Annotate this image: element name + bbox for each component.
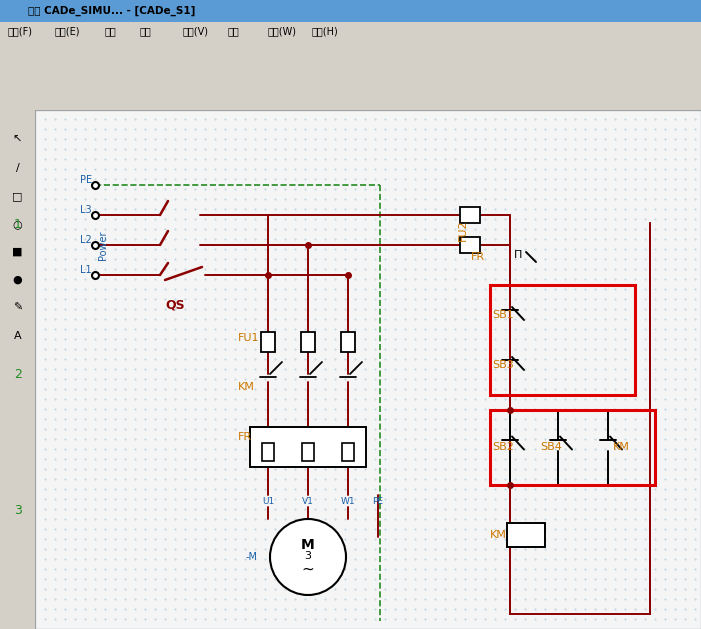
Text: PE: PE xyxy=(80,175,92,185)
Text: FU2: FU2 xyxy=(458,219,468,241)
Text: 帮助(H): 帮助(H) xyxy=(312,26,339,36)
Bar xyxy=(341,332,355,352)
Text: M: M xyxy=(301,538,315,552)
Bar xyxy=(0,40,701,66)
Circle shape xyxy=(270,519,346,595)
Text: KM: KM xyxy=(490,530,507,540)
Text: SB4: SB4 xyxy=(540,442,562,452)
Text: KM: KM xyxy=(238,382,255,392)
Text: 3: 3 xyxy=(304,551,311,561)
Bar xyxy=(35,110,701,629)
Text: 文件(F): 文件(F) xyxy=(8,26,33,36)
Text: V1: V1 xyxy=(302,497,314,506)
Text: A: A xyxy=(14,331,21,341)
Bar xyxy=(261,332,275,352)
Text: 绘图: 绘图 xyxy=(105,26,117,36)
Bar xyxy=(0,0,701,22)
Text: 查看(V): 查看(V) xyxy=(183,26,209,36)
Text: U1: U1 xyxy=(262,497,274,506)
Bar xyxy=(0,110,35,629)
Text: FR: FR xyxy=(471,252,485,262)
Bar xyxy=(490,410,655,485)
Bar xyxy=(460,237,480,253)
Text: 窗口(W): 窗口(W) xyxy=(268,26,297,36)
Text: FU1: FU1 xyxy=(238,333,259,343)
Bar xyxy=(0,0,701,22)
Text: 关于 CADe_SIMU... - [CADe_S1]: 关于 CADe_SIMU... - [CADe_S1] xyxy=(28,6,196,16)
Text: ●: ● xyxy=(13,275,22,285)
Text: ■: ■ xyxy=(12,247,22,257)
Bar xyxy=(460,207,480,223)
Text: SB1: SB1 xyxy=(492,310,514,320)
Text: L2: L2 xyxy=(80,235,92,245)
Bar xyxy=(0,88,701,110)
Text: W1: W1 xyxy=(341,497,355,506)
Text: FR: FR xyxy=(238,432,252,442)
Bar xyxy=(250,427,366,467)
Bar xyxy=(0,22,701,40)
Text: □: □ xyxy=(12,191,22,201)
Text: П: П xyxy=(514,250,522,260)
Text: ○: ○ xyxy=(13,219,22,229)
Text: Power: Power xyxy=(98,230,108,260)
Bar xyxy=(490,285,635,395)
Text: QS: QS xyxy=(165,299,185,311)
Text: -M: -M xyxy=(246,552,258,562)
Bar xyxy=(342,443,354,461)
Text: 1: 1 xyxy=(14,218,22,231)
Text: SB2: SB2 xyxy=(492,442,514,452)
Text: 编辑(E): 编辑(E) xyxy=(55,26,81,36)
Text: L3: L3 xyxy=(81,205,92,215)
Text: ↖: ↖ xyxy=(13,135,22,145)
Text: 3: 3 xyxy=(14,503,22,516)
Text: SB3: SB3 xyxy=(492,360,514,370)
Text: ✎: ✎ xyxy=(13,303,22,313)
Text: 模拟: 模拟 xyxy=(140,26,151,36)
Bar xyxy=(507,523,545,547)
Text: ~: ~ xyxy=(301,562,314,577)
Bar xyxy=(302,443,314,461)
Text: L1: L1 xyxy=(81,265,92,275)
Text: /: / xyxy=(15,163,20,173)
Bar xyxy=(301,332,315,352)
Text: KM: KM xyxy=(613,442,630,452)
Bar xyxy=(0,66,701,88)
Text: 2: 2 xyxy=(14,369,22,382)
Bar xyxy=(262,443,274,461)
Text: 显示: 显示 xyxy=(228,26,240,36)
Text: PE: PE xyxy=(372,497,383,506)
